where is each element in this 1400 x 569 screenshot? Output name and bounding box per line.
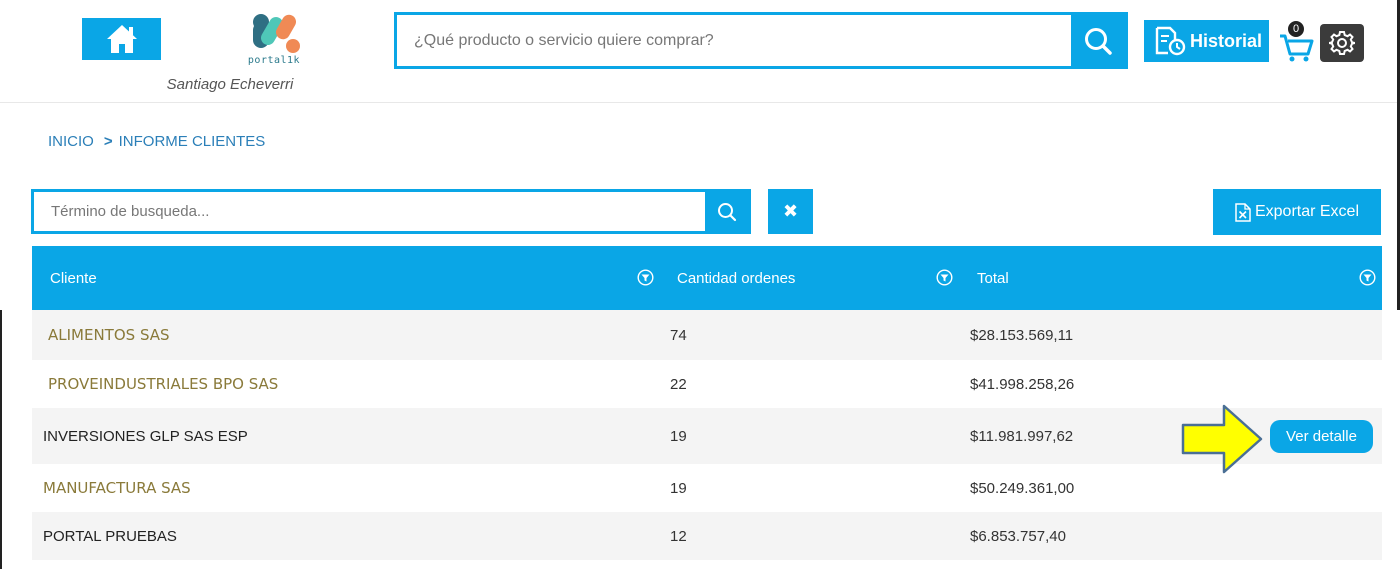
table-row[interactable]: PROVEINDUSTRIALES BPO SAS 22 $41.998.258… — [32, 360, 1382, 408]
total-amount: $28.153.569,11 — [970, 326, 1074, 344]
total-amount: $50.249.361,00 — [970, 479, 1075, 497]
product-search-input[interactable] — [397, 15, 1071, 66]
table-header: Cliente Cantidad ordenes Total — [32, 246, 1382, 310]
filter-icon[interactable] — [637, 269, 654, 286]
order-count: 74 — [670, 326, 687, 344]
column-header-client[interactable]: Cliente — [50, 269, 97, 287]
product-search-bar — [394, 12, 1128, 69]
breadcrumb-current: INFORME CLIENTES — [118, 133, 266, 150]
breadcrumb-separator: > — [103, 133, 113, 150]
home-icon — [106, 25, 137, 53]
filter-icon[interactable] — [936, 269, 953, 286]
table-row[interactable]: MANUFACTURA SAS 19 $50.249.361,00 — [32, 464, 1382, 512]
order-count: 22 — [670, 375, 687, 393]
cart-icon[interactable] — [1278, 22, 1314, 62]
total-amount: $6.853.757,40 — [970, 527, 1066, 545]
term-search-button[interactable] — [705, 192, 748, 231]
term-search-input[interactable] — [34, 192, 705, 231]
clear-search-button[interactable]: ✖ — [768, 189, 813, 234]
product-search-button[interactable] — [1071, 15, 1125, 66]
client-name: PORTAL PRUEBAS — [43, 527, 177, 545]
table-row[interactable]: PORTAL PRUEBAS 12 $6.853.757,40 — [32, 512, 1382, 560]
portal-logo-icon — [253, 14, 300, 53]
excel-file-icon — [1235, 202, 1251, 222]
export-excel-label: Exportar Excel — [1254, 203, 1360, 220]
column-header-orders[interactable]: Cantidad ordenes — [677, 269, 796, 287]
history-button[interactable]: Historial — [1144, 20, 1269, 62]
home-button[interactable] — [82, 18, 161, 60]
view-detail-button[interactable]: Ver detalle — [1270, 420, 1373, 453]
search-icon — [1085, 27, 1112, 55]
client-name: MANUFACTURA SAS — [43, 479, 191, 497]
logo-text: portal1k — [247, 55, 301, 66]
order-count: 19 — [670, 479, 687, 497]
history-icon — [1155, 26, 1186, 56]
frame-border-right — [1397, 0, 1400, 310]
column-header-total[interactable]: Total — [977, 269, 1009, 287]
table-row[interactable]: INVERSIONES GLP SAS ESP 19 $11.981.997,6… — [32, 408, 1382, 464]
table-row[interactable]: ALIMENTOS SAS 74 $28.153.569,11 — [32, 310, 1382, 360]
term-search-bar — [31, 189, 751, 234]
frame-border-left — [0, 310, 2, 569]
order-count: 12 — [670, 527, 687, 545]
total-amount: $11.981.997,62 — [970, 427, 1074, 445]
export-excel-button[interactable]: Exportar Excel — [1213, 189, 1381, 235]
total-amount: $41.998.258,26 — [970, 375, 1075, 393]
search-icon — [717, 202, 736, 221]
history-label: Historial — [1190, 30, 1263, 51]
settings-button[interactable] — [1320, 24, 1364, 62]
close-icon: ✖ — [782, 201, 799, 221]
client-name: INVERSIONES GLP SAS ESP — [43, 427, 248, 445]
client-name: ALIMENTOS SAS — [48, 326, 170, 344]
gear-icon — [1329, 31, 1355, 55]
user-name: Santiago Echeverri — [166, 76, 294, 93]
top-header: portal1k Santiago Echeverri Historial — [0, 0, 1400, 103]
breadcrumb: INICIO > INFORME CLIENTES — [48, 133, 265, 150]
filter-icon[interactable] — [1359, 269, 1376, 286]
client-name: PROVEINDUSTRIALES BPO SAS — [48, 375, 279, 393]
breadcrumb-home-link[interactable]: INICIO — [48, 133, 94, 150]
order-count: 19 — [670, 427, 687, 445]
highlight-arrow-icon — [1181, 404, 1263, 474]
cart-count-badge: 0 — [1286, 19, 1306, 39]
